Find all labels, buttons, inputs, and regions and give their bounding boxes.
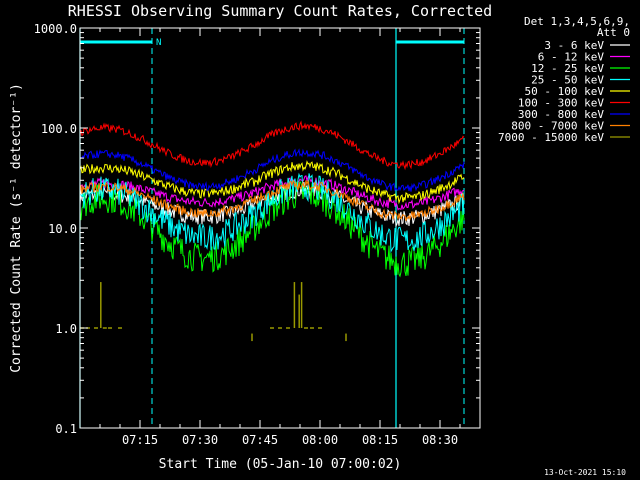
series-line <box>79 120 465 171</box>
x-tick-label: 08:00 <box>302 433 338 447</box>
legend-label: 50 - 100 keV <box>525 85 605 98</box>
series-line <box>79 160 465 205</box>
y-tick-label: 10.0 <box>48 222 77 236</box>
legend-title: Det 1,3,4,5,6,9, <box>524 15 630 28</box>
x-tick-label: 07:30 <box>182 433 218 447</box>
series-line <box>79 180 465 222</box>
x-tick-label: 07:45 <box>242 433 278 447</box>
series-line <box>79 148 465 192</box>
legend-title: Att 0 <box>597 26 630 39</box>
legend-label: 100 - 300 keV <box>518 97 604 110</box>
x-axis: 07:15 07:30 07:45 08:00 08:15 08:30 <box>79 28 481 447</box>
y-tick-label: 1000.0 <box>34 22 77 36</box>
timestamp: 13-Oct-2021 15:10 <box>544 468 626 477</box>
saa-label: N <box>156 38 161 48</box>
plot-area: N <box>79 28 465 428</box>
legend-label: 12 - 25 keV <box>531 62 604 75</box>
y-tick-label: 0.1 <box>55 422 77 436</box>
y-tick-label: 1.0 <box>55 322 77 336</box>
legend-label: 800 - 7000 keV <box>511 120 604 133</box>
series-line <box>79 180 465 278</box>
x-tick-label: 07:15 <box>122 433 158 447</box>
series-line <box>79 172 465 254</box>
series-line <box>79 174 465 211</box>
y-tick-label: 100.0 <box>41 122 77 136</box>
x-axis-label: Start Time (05-Jan-10 07:00:02) <box>159 457 402 472</box>
chart-title: RHESSI Observing Summary Count Rates, Co… <box>68 2 492 20</box>
legend-label: 300 - 800 keV <box>518 108 604 121</box>
legend-label: 25 - 50 keV <box>531 74 604 87</box>
legend-label: 7000 - 15000 keV <box>498 131 604 144</box>
y-axis-label: Corrected Count Rate (s⁻¹ detector⁻¹) <box>9 83 24 373</box>
x-tick-label: 08:30 <box>422 433 458 447</box>
y-axis: 1000.0 100.0 10.0 1.0 0.1 <box>34 22 480 436</box>
x-tick-label: 08:15 <box>362 433 398 447</box>
legend-label: 3 - 6 keV <box>544 39 604 52</box>
legend-label: 6 - 12 keV <box>538 51 605 64</box>
